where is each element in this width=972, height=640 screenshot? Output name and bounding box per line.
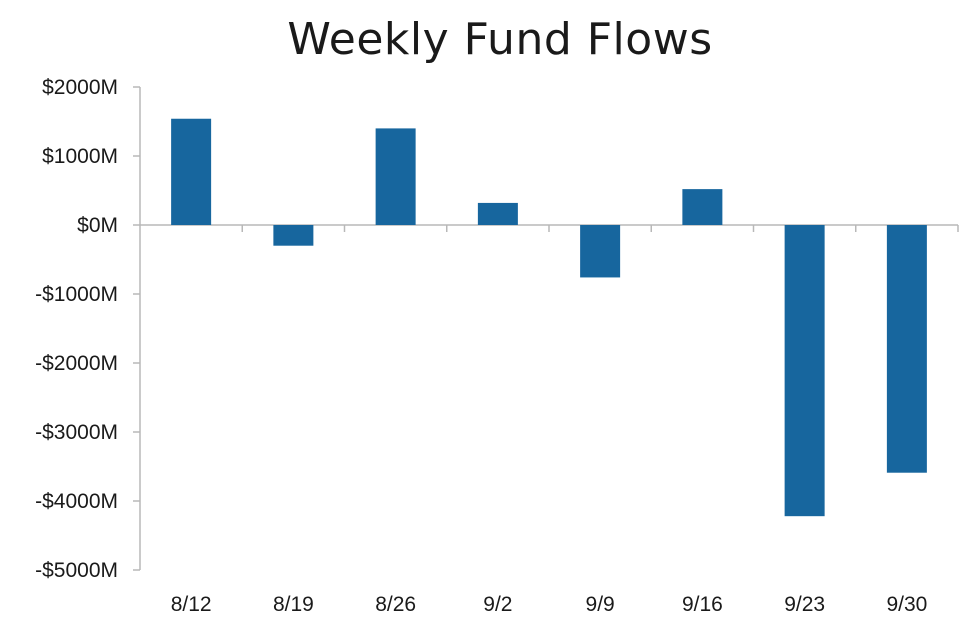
x-tick-label: 8/26 [375,593,416,616]
x-tick-label: 9/9 [586,593,615,616]
y-tick-label: -$1000M [35,283,118,306]
bar [375,128,416,225]
y-tick-label: -$2000M [35,352,118,375]
chart-title: Weekly Fund Flows [287,14,713,65]
x-tick-label: 9/23 [784,593,825,616]
bar [580,225,621,278]
bar [171,118,212,225]
y-tick-label: $2000M [42,76,118,99]
bar [682,189,723,225]
y-tick-label: -$5000M [35,559,118,582]
y-tick-label: $1000M [42,145,118,168]
bar [273,225,314,246]
y-tick-label: -$4000M [35,490,118,513]
bar [477,202,518,225]
x-tick-label: 9/30 [886,593,927,616]
bar [784,225,825,517]
x-tick-label: 9/2 [483,593,512,616]
y-tick-label: -$3000M [35,421,118,444]
x-tick-label: 8/19 [273,593,314,616]
y-tick-label: $0M [77,214,118,237]
bar [886,225,927,473]
x-tick-label: 9/16 [682,593,723,616]
x-tick-label: 8/12 [171,593,212,616]
